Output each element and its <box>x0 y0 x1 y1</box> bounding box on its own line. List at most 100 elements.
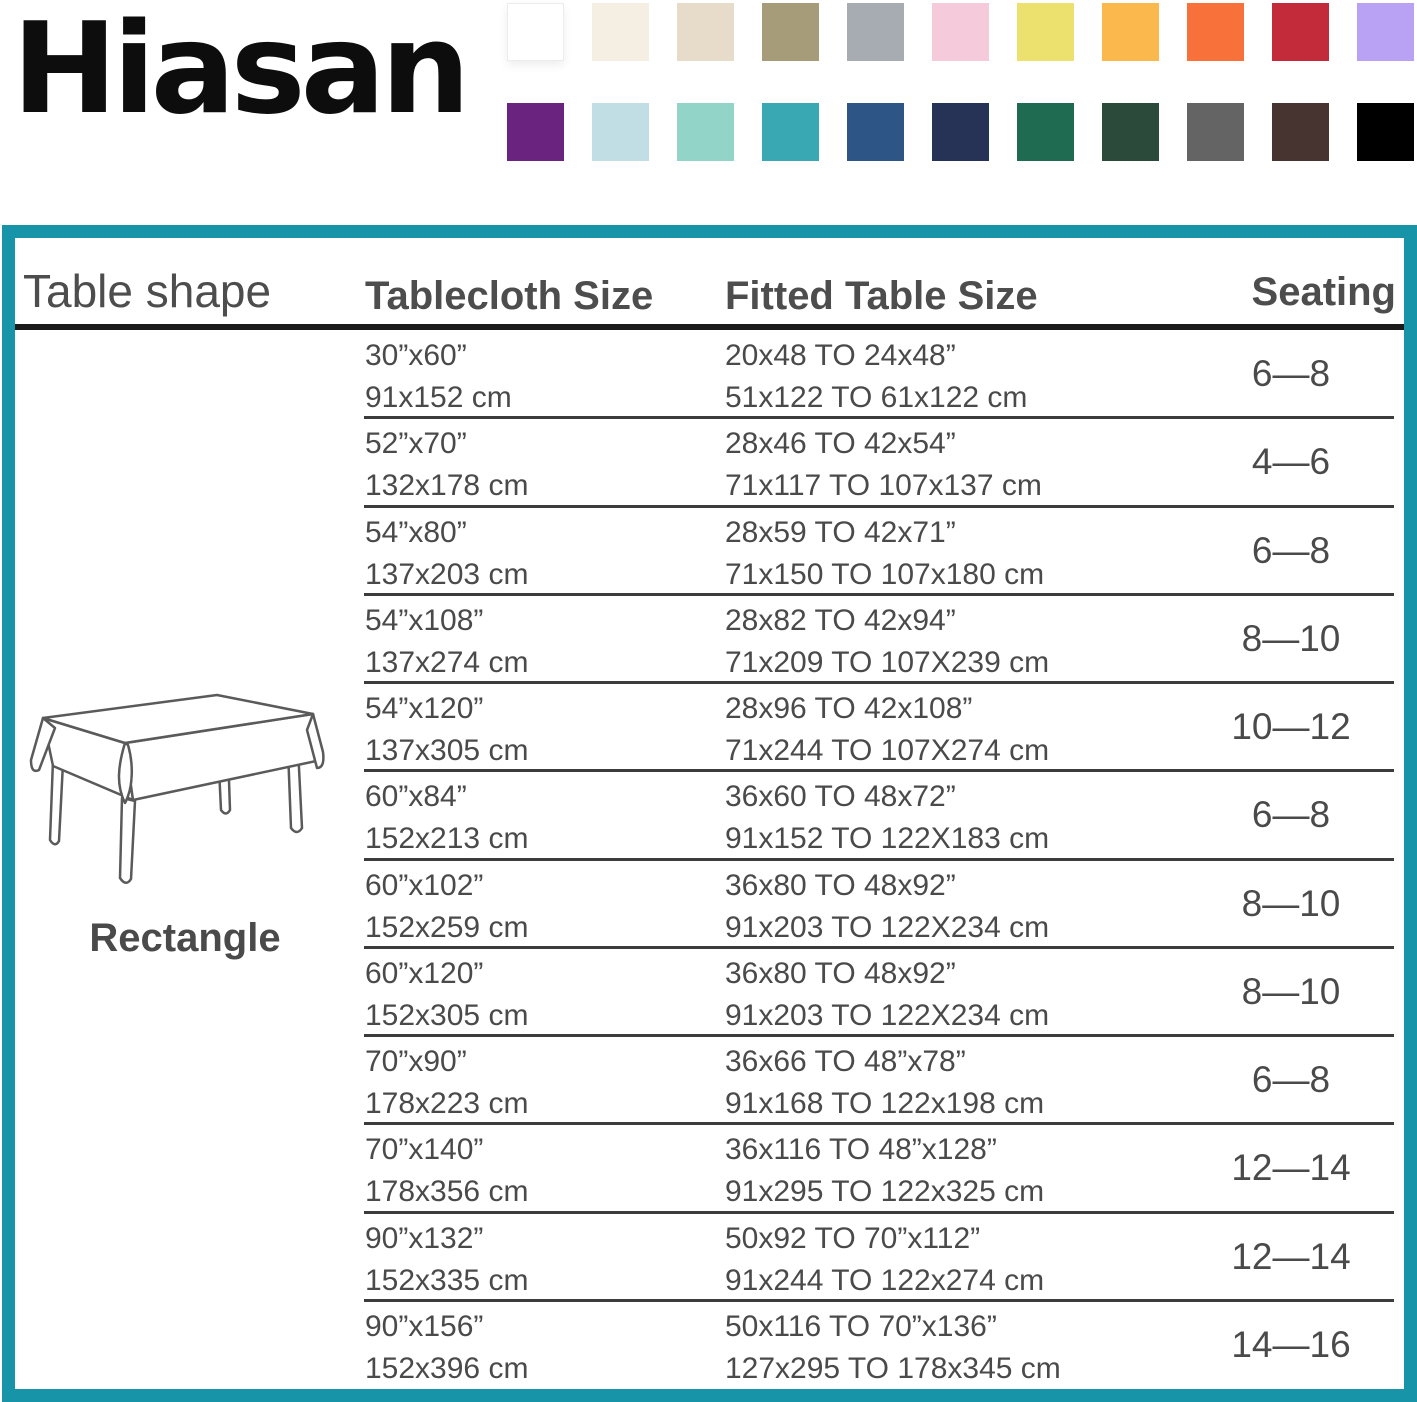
tablecloth-size-inches: 90”x132” <box>365 1221 484 1255</box>
color-swatch-khaki <box>762 3 819 61</box>
brand-logo: Hiasan <box>12 0 470 142</box>
tablecloth-size-inches: 60”x120” <box>365 956 484 990</box>
column-header-table-shape: Table shape <box>23 265 272 317</box>
fitted-table-size-inches: 36x80 TO 48x92” <box>725 956 956 990</box>
seating-capacity: 8—10 <box>1241 617 1341 659</box>
size-chart-row: 30”x60” 91x152 cm 20x48 TO 24x48” 51x122… <box>15 330 1404 420</box>
fitted-table-size-cm: 71x150 TO 107x180 cm <box>725 557 1045 591</box>
seating-capacity: 6—8 <box>1251 1059 1331 1101</box>
size-chart-row: 54”x120” 137x305 cm 28x96 TO 42x108” 71x… <box>15 683 1404 773</box>
color-swatch-brown <box>1272 103 1329 161</box>
fitted-table-size-cm: 71x209 TO 107X239 cm <box>725 645 1050 679</box>
fitted-table-size-cm: 71x117 TO 107x137 cm <box>725 469 1042 503</box>
color-swatch-lavender <box>1357 3 1414 61</box>
fitted-table-size-cm: 91x152 TO 122X183 cm <box>725 822 1050 856</box>
color-swatch-blue <box>847 103 904 161</box>
seating-capacity: 4—6 <box>1251 441 1331 483</box>
color-swatch-ivory <box>592 3 649 61</box>
seating-capacity: 14—16 <box>1231 1323 1351 1365</box>
column-header-tablecloth-size: Tablecloth Size <box>365 274 654 318</box>
column-header-fitted-table-size: Fitted Table Size <box>725 274 1038 318</box>
row-divider <box>364 1034 1394 1037</box>
header-divider <box>15 324 1404 330</box>
fitted-table-size-cm: 127x295 TO 178x345 cm <box>725 1351 1061 1385</box>
color-swatch-black <box>1357 103 1414 161</box>
tablecloth-size-cm: 152x335 cm <box>365 1263 529 1297</box>
tablecloth-size-cm: 137x274 cm <box>365 645 529 679</box>
tablecloth-size-inches: 70”x90” <box>365 1045 467 1078</box>
fitted-table-size-cm: 91x244 TO 122x274 cm <box>725 1263 1045 1297</box>
tablecloth-size-inches: 54”x108” <box>365 603 484 637</box>
fitted-table-size-inches: 20x48 TO 24x48” <box>725 339 956 372</box>
rectangle-table-illustration <box>29 693 325 884</box>
color-swatch-red <box>1272 3 1329 61</box>
color-swatch-green <box>1017 103 1074 161</box>
seating-capacity: 8—10 <box>1241 882 1341 924</box>
fitted-table-size-inches: 28x96 TO 42x108” <box>725 692 973 725</box>
tablecloth-size-inches: 60”x84” <box>365 780 467 814</box>
fitted-table-size-inches: 36x60 TO 48x72” <box>725 780 956 814</box>
color-swatch-aqua <box>677 103 734 161</box>
size-chart-row: 54”x108” 137x274 cm 28x82 TO 42x94” 71x2… <box>15 595 1404 684</box>
size-chart-row: 90”x156” 152x396 cm 50x116 TO 70”x136” 1… <box>15 1301 1404 1389</box>
row-divider <box>364 945 1394 949</box>
fitted-table-size-cm: 91x168 TO 122x198 cm <box>725 1087 1045 1120</box>
color-swatch-grid <box>507 3 1414 161</box>
fitted-table-size-cm: 91x203 TO 122X234 cm <box>725 910 1050 944</box>
color-swatch-dark-green <box>1102 103 1159 161</box>
tablecloth-size-cm: 152x396 cm <box>365 1351 529 1385</box>
row-divider <box>364 857 1394 861</box>
fitted-table-size-cm: 71x244 TO 107X274 cm <box>725 734 1050 767</box>
row-divider <box>364 416 1394 420</box>
size-chart: Table shape Tablecloth Size Fitted Table… <box>2 225 1417 1402</box>
tablecloth-size-inches: 60”x102” <box>365 868 484 902</box>
tablecloth-size-inches: 52”x70” <box>365 427 467 461</box>
row-divider <box>364 592 1394 596</box>
fitted-table-size-inches: 28x59 TO 42x71” <box>725 515 956 549</box>
size-chart-row: 70”x140” 178x356 cm 36x116 TO 48”x128” 9… <box>15 1124 1404 1214</box>
color-swatch-white <box>507 3 564 61</box>
tablecloth-size-cm: 91x152 cm <box>365 381 512 414</box>
size-chart-row: 60”x102” 152x259 cm 36x80 TO 48x92” 91x2… <box>15 860 1404 949</box>
size-chart-row: 60”x84” 152x213 cm 36x60 TO 48x72” 91x15… <box>15 771 1404 861</box>
row-divider <box>364 681 1394 684</box>
seating-capacity: 8—10 <box>1241 970 1341 1012</box>
color-swatch-gold <box>1102 3 1159 61</box>
tablecloth-size-inches: 70”x140” <box>365 1133 484 1167</box>
seating-capacity: 12—14 <box>1231 1147 1351 1189</box>
tablecloth-size-inches: 30”x60” <box>365 339 467 372</box>
tablecloth-size-cm: 152x259 cm <box>365 910 529 944</box>
color-swatch-pink <box>932 3 989 61</box>
size-chart-rows: 30”x60” 91x152 cm 20x48 TO 24x48” 51x122… <box>15 330 1404 1389</box>
color-swatch-light-blue <box>592 103 649 161</box>
size-chart-row: 70”x90” 178x223 cm 36x66 TO 48”x78” 91x1… <box>15 1036 1404 1126</box>
size-chart-row: 54”x80” 137x203 cm 28x59 TO 42x71” 71x15… <box>15 507 1404 596</box>
fitted-table-size-inches: 28x46 TO 42x54” <box>725 427 956 461</box>
row-divider <box>364 504 1394 508</box>
tablecloth-size-inches: 54”x120” <box>365 692 484 725</box>
fitted-table-size-inches: 36x116 TO 48”x128” <box>725 1133 997 1167</box>
color-swatch-navy <box>932 103 989 161</box>
seating-capacity: 10—12 <box>1231 706 1351 748</box>
tablecloth-size-cm: 178x223 cm <box>365 1087 529 1120</box>
color-swatch-teal <box>762 103 819 161</box>
color-swatch-purple <box>507 103 564 161</box>
fitted-table-size-inches: 50x116 TO 70”x136” <box>725 1309 997 1343</box>
fitted-table-size-inches: 36x80 TO 48x92” <box>725 868 956 902</box>
fitted-table-size-inches: 36x66 TO 48”x78” <box>725 1045 966 1078</box>
row-divider <box>364 769 1394 773</box>
fitted-table-size-cm: 91x295 TO 122x325 cm <box>725 1175 1045 1209</box>
seating-capacity: 6—8 <box>1251 794 1331 836</box>
tablecloth-size-inches: 90”x156” <box>365 1309 484 1343</box>
tablecloth-size-cm: 178x356 cm <box>365 1175 529 1209</box>
tablecloth-size-cm: 137x305 cm <box>365 734 529 767</box>
size-chart-row: 52”x70” 132x178 cm 28x46 TO 42x54” 71x11… <box>15 418 1404 508</box>
color-swatch-orange <box>1187 3 1244 61</box>
size-chart-row: 60”x120” 152x305 cm 36x80 TO 48x92” 91x2… <box>15 948 1404 1037</box>
tablecloth-size-cm: 132x178 cm <box>365 469 529 503</box>
table-shape-label: Rectangle <box>89 916 281 960</box>
color-swatch-beige <box>677 3 734 61</box>
size-chart-row: 90”x132” 152x335 cm 50x92 TO 70”x112” 91… <box>15 1213 1404 1302</box>
tablecloth-size-cm: 152x305 cm <box>365 998 529 1032</box>
row-divider <box>364 1298 1394 1302</box>
